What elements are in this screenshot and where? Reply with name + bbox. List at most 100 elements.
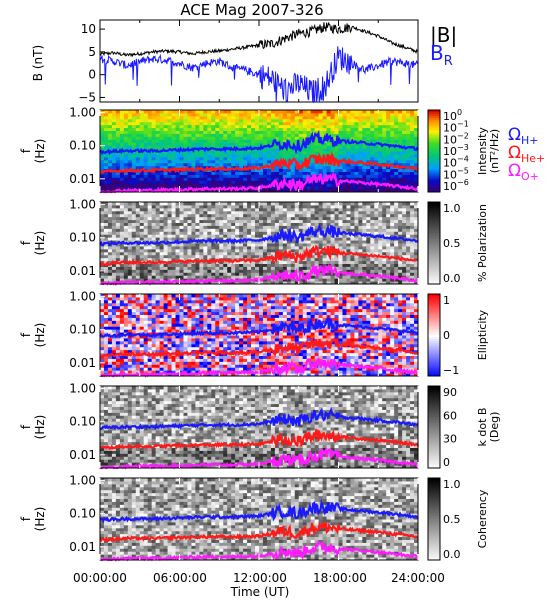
spectrogram-cell bbox=[175, 121, 180, 126]
legend-gyro-sub: He+ bbox=[521, 152, 545, 165]
spectrogram-cell bbox=[119, 124, 125, 129]
spectrogram-cell bbox=[111, 234, 117, 238]
spectrogram-cell bbox=[107, 110, 113, 114]
spectrogram-cell bbox=[302, 269, 308, 273]
spectrogram-cell bbox=[203, 263, 208, 267]
spectrogram-cell bbox=[195, 234, 200, 238]
spectrogram-cell bbox=[286, 121, 292, 126]
spectrogram-cell bbox=[231, 216, 236, 221]
spectrogram-cell bbox=[239, 269, 244, 273]
spectrogram-cell bbox=[215, 219, 220, 223]
spectrogram-cell bbox=[107, 165, 113, 170]
spectrogram-cell bbox=[310, 281, 316, 285]
spectrogram-cell bbox=[111, 245, 117, 250]
spectrogram-cell bbox=[290, 266, 296, 270]
spectrogram-cell bbox=[374, 110, 379, 114]
spectrogram-cell bbox=[278, 151, 284, 155]
spectrogram-cell bbox=[306, 115, 312, 120]
spectrogram-cell bbox=[378, 159, 383, 164]
spectrogram-cell bbox=[326, 281, 332, 285]
spectrogram-cell bbox=[227, 145, 232, 149]
spectrogram-cell bbox=[330, 245, 336, 250]
spectrogram-cell bbox=[223, 234, 228, 238]
spectrogram-cell bbox=[326, 124, 332, 129]
spectrogram-cell bbox=[398, 162, 403, 167]
colorbar-tick-exponent: 0 bbox=[457, 108, 462, 117]
spectrogram-cell bbox=[374, 237, 379, 241]
spectrogram-cell bbox=[171, 245, 177, 250]
spectrogram-cell bbox=[211, 213, 216, 218]
spectrogram-cell bbox=[282, 156, 288, 161]
spectrogram-cell bbox=[239, 112, 244, 117]
spectrogram-cell bbox=[251, 272, 256, 276]
spectrogram-cell bbox=[366, 148, 371, 152]
spectrogram-cell bbox=[171, 159, 177, 164]
spectrogram-cell bbox=[410, 216, 415, 221]
spectrogram-cell bbox=[239, 162, 244, 167]
spectrogram-cell bbox=[127, 225, 133, 229]
spectrogram-cell bbox=[346, 148, 351, 152]
spectrogram-cell bbox=[270, 213, 276, 218]
spectrogram-cell bbox=[219, 243, 224, 247]
spectrogram-cell bbox=[259, 189, 264, 193]
spectrogram-cell bbox=[227, 225, 232, 229]
spectrogram-cell bbox=[290, 269, 296, 273]
spectrogram-cell bbox=[350, 254, 355, 259]
spectrogram-cell bbox=[286, 136, 292, 140]
colorbar-segment bbox=[428, 279, 440, 283]
spectrogram-cell bbox=[342, 266, 347, 270]
spectrogram-cell bbox=[123, 272, 129, 276]
spectrogram-cell bbox=[346, 151, 351, 155]
spectrogram-cell bbox=[390, 115, 395, 120]
spectrogram-cell bbox=[135, 162, 141, 167]
spectrogram-cell bbox=[119, 337, 125, 342]
spectrogram-cell bbox=[183, 183, 188, 187]
spectrogram-cell bbox=[239, 151, 244, 155]
spectrogram-cell bbox=[318, 213, 324, 218]
spectrogram-cell bbox=[235, 207, 240, 212]
spectrogram-cell bbox=[135, 337, 141, 342]
spectrogram-cell bbox=[410, 136, 415, 140]
spectrogram-cell bbox=[398, 133, 403, 137]
spectrogram-cell bbox=[290, 186, 296, 190]
spectrogram-cell bbox=[406, 159, 411, 164]
spectrogram-cell bbox=[318, 263, 324, 267]
spectrogram-cell bbox=[159, 118, 165, 123]
spectrogram-cell bbox=[382, 260, 387, 264]
spectrogram-cell bbox=[342, 269, 347, 273]
spectrogram-cell bbox=[211, 207, 216, 212]
spectrogram-cell bbox=[294, 115, 300, 120]
spectrogram-cell bbox=[350, 237, 355, 241]
colorbar-segment bbox=[428, 171, 440, 175]
spectrogram-cell bbox=[274, 189, 280, 193]
spectrogram-cell bbox=[195, 251, 200, 256]
spectrogram-cell bbox=[414, 177, 419, 181]
spectrogram-cell bbox=[278, 204, 284, 209]
spectrogram-cell bbox=[318, 204, 324, 209]
spectrogram-cell bbox=[298, 248, 304, 253]
spectrogram-cell bbox=[390, 148, 395, 152]
spectrogram-cell bbox=[298, 263, 304, 267]
spectrogram-cell bbox=[298, 156, 304, 161]
spectrogram-cell bbox=[338, 225, 343, 229]
spectrogram-cell bbox=[294, 121, 300, 126]
spectrogram-cell bbox=[266, 127, 272, 131]
spectrogram-cell bbox=[322, 210, 328, 215]
spectrogram-cell bbox=[358, 124, 363, 129]
spectrogram-cell bbox=[366, 145, 371, 149]
spectrogram-cell bbox=[199, 260, 204, 264]
spectrogram-cell bbox=[394, 225, 399, 229]
spectrogram-cell bbox=[322, 219, 328, 223]
spectrogram-cell bbox=[386, 124, 391, 129]
spectrogram-cell bbox=[358, 213, 363, 218]
spectrogram-cell bbox=[191, 275, 196, 279]
spectrogram-cell bbox=[278, 240, 284, 244]
spectrogram-cell bbox=[175, 248, 180, 253]
spectrogram-cell bbox=[187, 130, 192, 134]
spectrogram-cell bbox=[231, 281, 236, 285]
spectrogram-cell bbox=[207, 225, 212, 229]
spectrogram-cell bbox=[191, 216, 196, 221]
spectrogram-cell bbox=[274, 248, 280, 253]
spectrogram-cell bbox=[346, 278, 351, 282]
spectrogram-cell bbox=[243, 243, 248, 247]
